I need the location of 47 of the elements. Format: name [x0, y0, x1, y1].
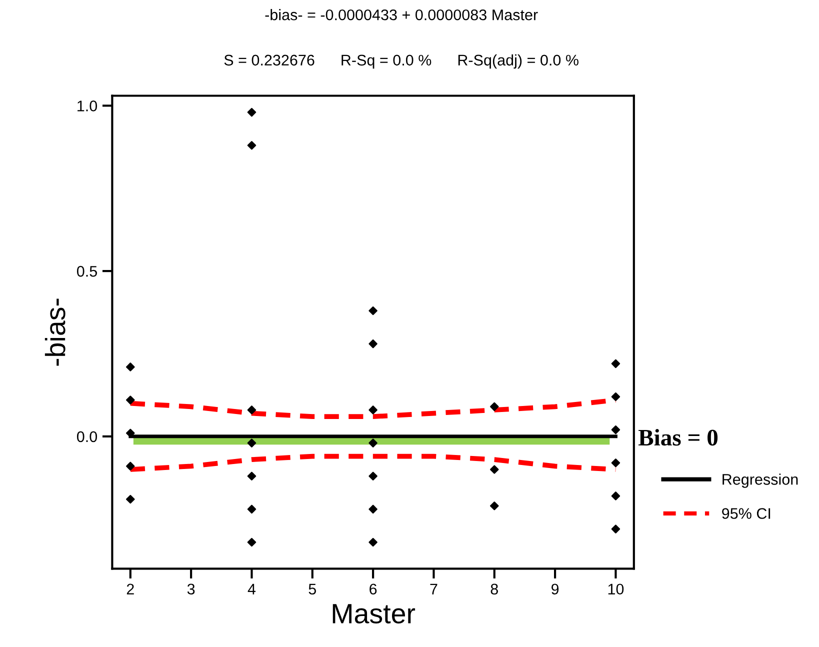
point — [611, 359, 620, 368]
point — [247, 472, 256, 480]
point — [247, 108, 256, 117]
ref-line-label: Bias = 0 — [638, 429, 718, 446]
point — [126, 494, 135, 504]
chart-subtitle: S = 0.232676 R-Sq = 0.0 % R-Sq(adj) = 0.0 % — [224, 54, 578, 69]
x-axis-title: Master — [332, 604, 416, 624]
point — [368, 406, 378, 414]
point — [126, 396, 135, 404]
x-tick-label: 8 — [490, 584, 498, 595]
point — [611, 524, 620, 534]
point — [126, 362, 135, 372]
point — [368, 538, 378, 547]
x-tick-label: 3 — [187, 584, 195, 595]
y-tick-label: 0.0 — [76, 431, 98, 442]
x-tick-label: 9 — [552, 584, 559, 595]
point — [368, 306, 378, 316]
point — [368, 438, 378, 448]
point — [490, 465, 499, 474]
x-tick-label: 10 — [608, 584, 624, 595]
point — [247, 438, 256, 448]
point — [611, 425, 620, 434]
point — [247, 538, 256, 547]
point — [368, 472, 378, 480]
x-tick-label: 4 — [248, 584, 256, 594]
point — [611, 392, 620, 402]
point — [368, 504, 378, 514]
point — [611, 458, 620, 468]
point — [247, 504, 256, 514]
legend-label: Regression — [722, 474, 798, 488]
x-tick-label: 2 — [126, 584, 134, 594]
y-tick-label: 1.0 — [78, 100, 98, 112]
chart-title: -bias- = -0.0000433 + 0.0000083 Master — [265, 9, 538, 20]
point — [611, 492, 620, 500]
y-tick-label: 0.5 — [76, 266, 97, 277]
point — [126, 462, 135, 471]
x-tick-label: 7 — [430, 584, 438, 594]
point — [247, 406, 256, 414]
point — [490, 502, 499, 510]
point — [490, 402, 499, 412]
y-axis-title: -bias- — [44, 298, 66, 366]
point — [368, 339, 378, 348]
point — [126, 428, 135, 438]
legend-label: 95% CI — [722, 508, 770, 519]
x-tick-label: 5 — [308, 584, 316, 595]
x-tick-label: 6 — [370, 584, 377, 595]
point — [247, 140, 256, 150]
